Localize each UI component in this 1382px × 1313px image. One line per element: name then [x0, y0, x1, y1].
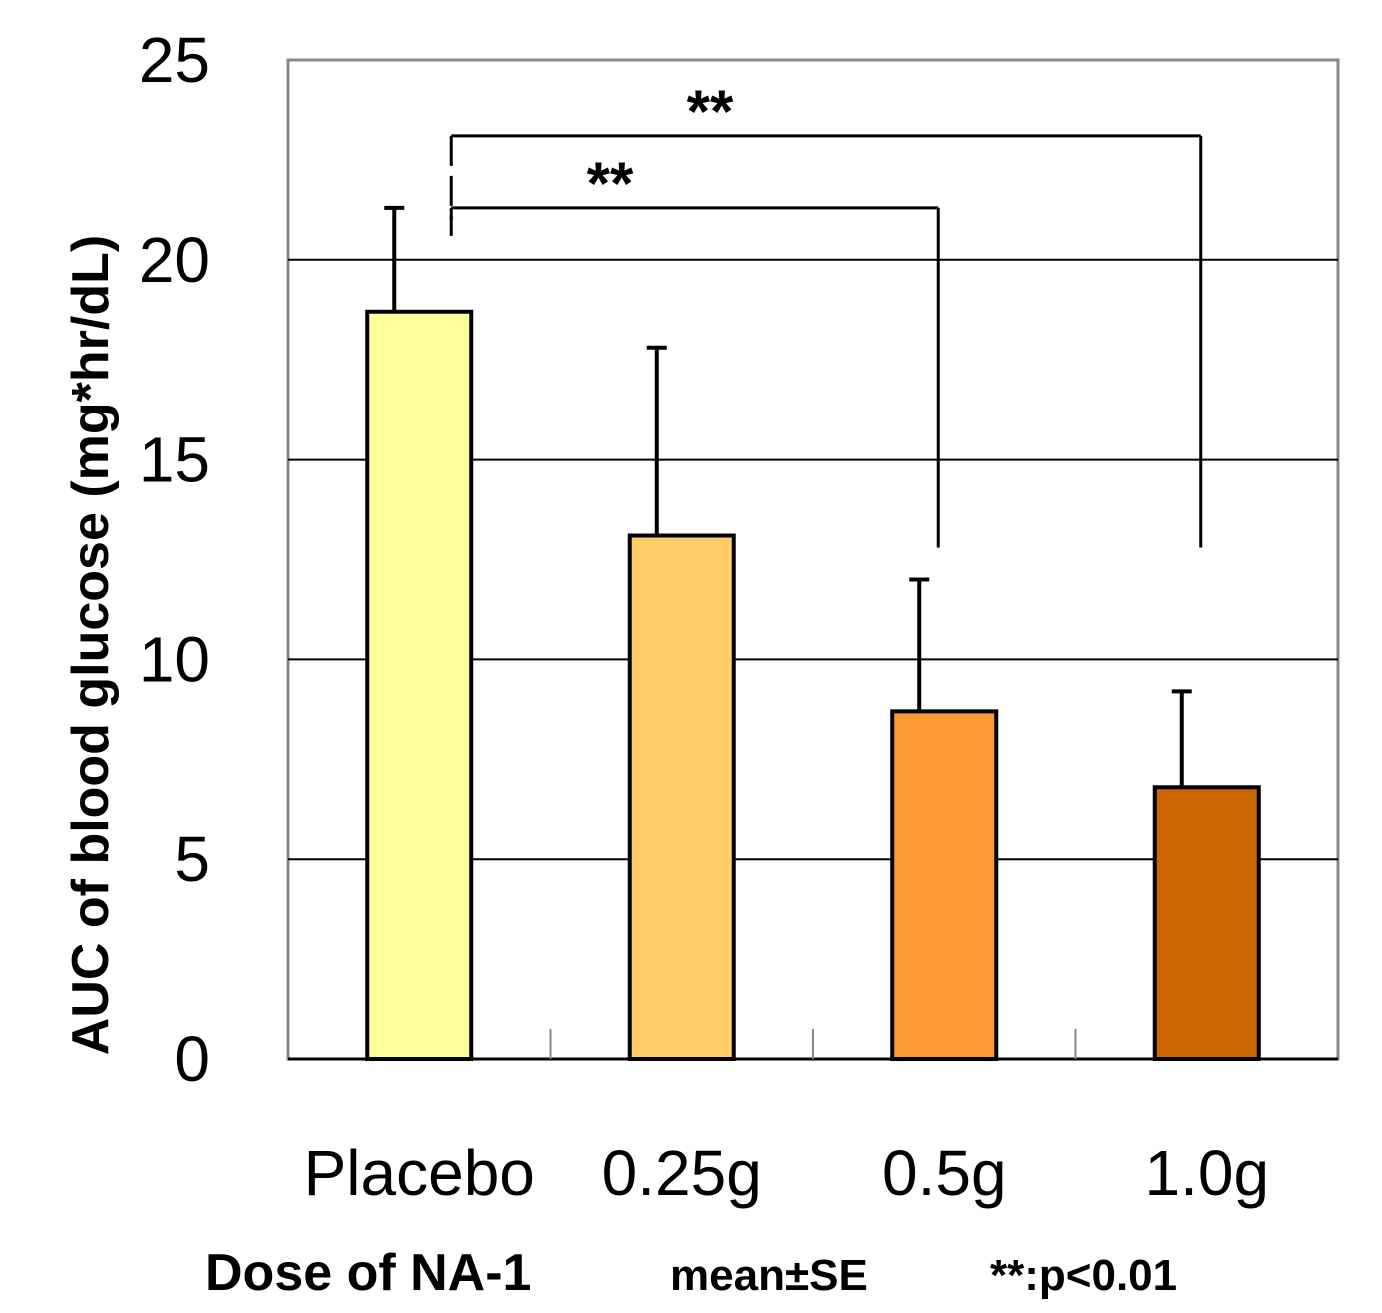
y-axis-title: AUC of blood glucose (mg*hr/dL) — [62, 235, 120, 1055]
significance-label: ** — [687, 78, 734, 145]
y-tick-label: 10 — [139, 623, 210, 695]
significance-label: ** — [587, 150, 634, 217]
significance-brackets: ** ** — [449, 78, 1203, 548]
x-category-label: 1.0g — [1144, 1137, 1269, 1209]
x-axis-category-labels: Placebo 0.25g 0.5g 1.0g — [304, 1137, 1269, 1209]
x-axis-title: Dose of NA-1 — [205, 1244, 531, 1302]
y-axis-tick-labels: 0 5 10 15 20 25 — [139, 24, 210, 1095]
error-type-note: mean±SE — [670, 1251, 868, 1300]
x-category-label: 0.5g — [882, 1137, 1007, 1209]
significance-key-note: **:p<0.01 — [990, 1251, 1177, 1300]
y-tick-label: 25 — [139, 24, 210, 96]
bar-placebo — [365, 309, 474, 1061]
plot-area: ** ** — [286, 58, 1340, 1062]
y-tick-label: 0 — [174, 1023, 210, 1095]
bar-0-5g — [890, 709, 999, 1062]
x-category-label: Placebo — [304, 1137, 535, 1209]
y-tick-label: 15 — [139, 424, 210, 496]
y-tick-label: 5 — [174, 823, 210, 895]
bar-1-0g — [1152, 785, 1261, 1061]
x-category-label: 0.25g — [602, 1137, 762, 1209]
error-bars — [384, 205, 1192, 788]
y-tick-label: 20 — [139, 224, 210, 296]
x-axis-ticks — [549, 1029, 1077, 1059]
bar-0-25g — [627, 533, 736, 1061]
